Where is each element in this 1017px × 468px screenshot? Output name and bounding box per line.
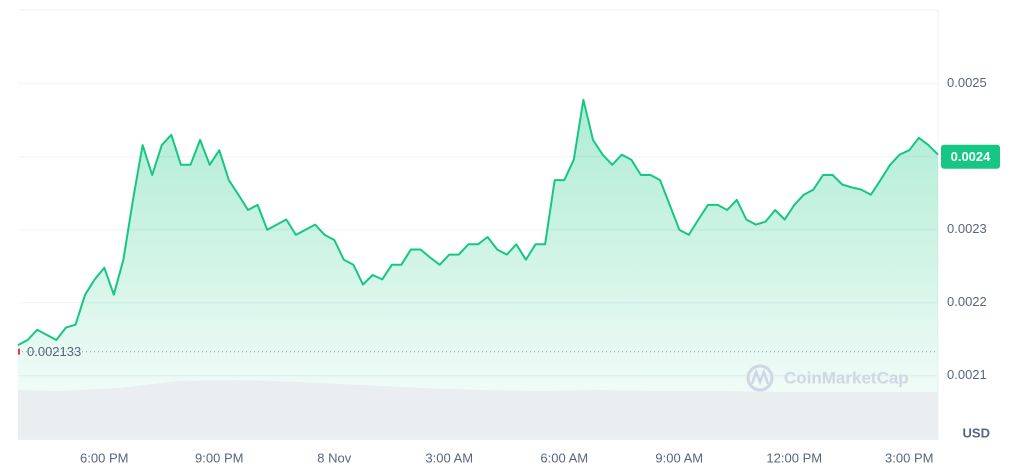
currency-label: USD (963, 425, 990, 440)
x-tick-label: 8 Nov (317, 450, 351, 465)
current-price-badge (941, 144, 1000, 169)
y-tick-label: 0.0022 (947, 294, 987, 309)
x-tick-label: 3:00 AM (425, 450, 473, 465)
price-line (17, 98, 939, 346)
x-tick-label: 9:00 AM (655, 450, 703, 465)
y-tick-label: 0.0021 (947, 367, 987, 382)
watermark-logo (746, 364, 774, 392)
volume-band (18, 380, 938, 440)
watermark: CoinMarketCap (784, 368, 909, 387)
current-price-label: 0.0024 (951, 149, 992, 164)
area (18, 99, 938, 441)
x-tick-label: 6:00 AM (540, 450, 588, 465)
x-tick-label: 6:00 PM (80, 450, 128, 465)
y-tick-label: 0.0023 (947, 221, 987, 236)
reference-label: 0.002133 (27, 344, 81, 359)
area-layer (18, 99, 938, 441)
x-tick-label: 12:00 PM (766, 450, 822, 465)
x-tick-label: 9:00 PM (195, 450, 243, 465)
reference-dot (18, 348, 20, 355)
x-tick-label: 3:00 PM (885, 450, 933, 465)
y-tick-label: 0.0025 (947, 75, 987, 90)
line-layer: 0.002133 0.0024 (17, 98, 1000, 359)
